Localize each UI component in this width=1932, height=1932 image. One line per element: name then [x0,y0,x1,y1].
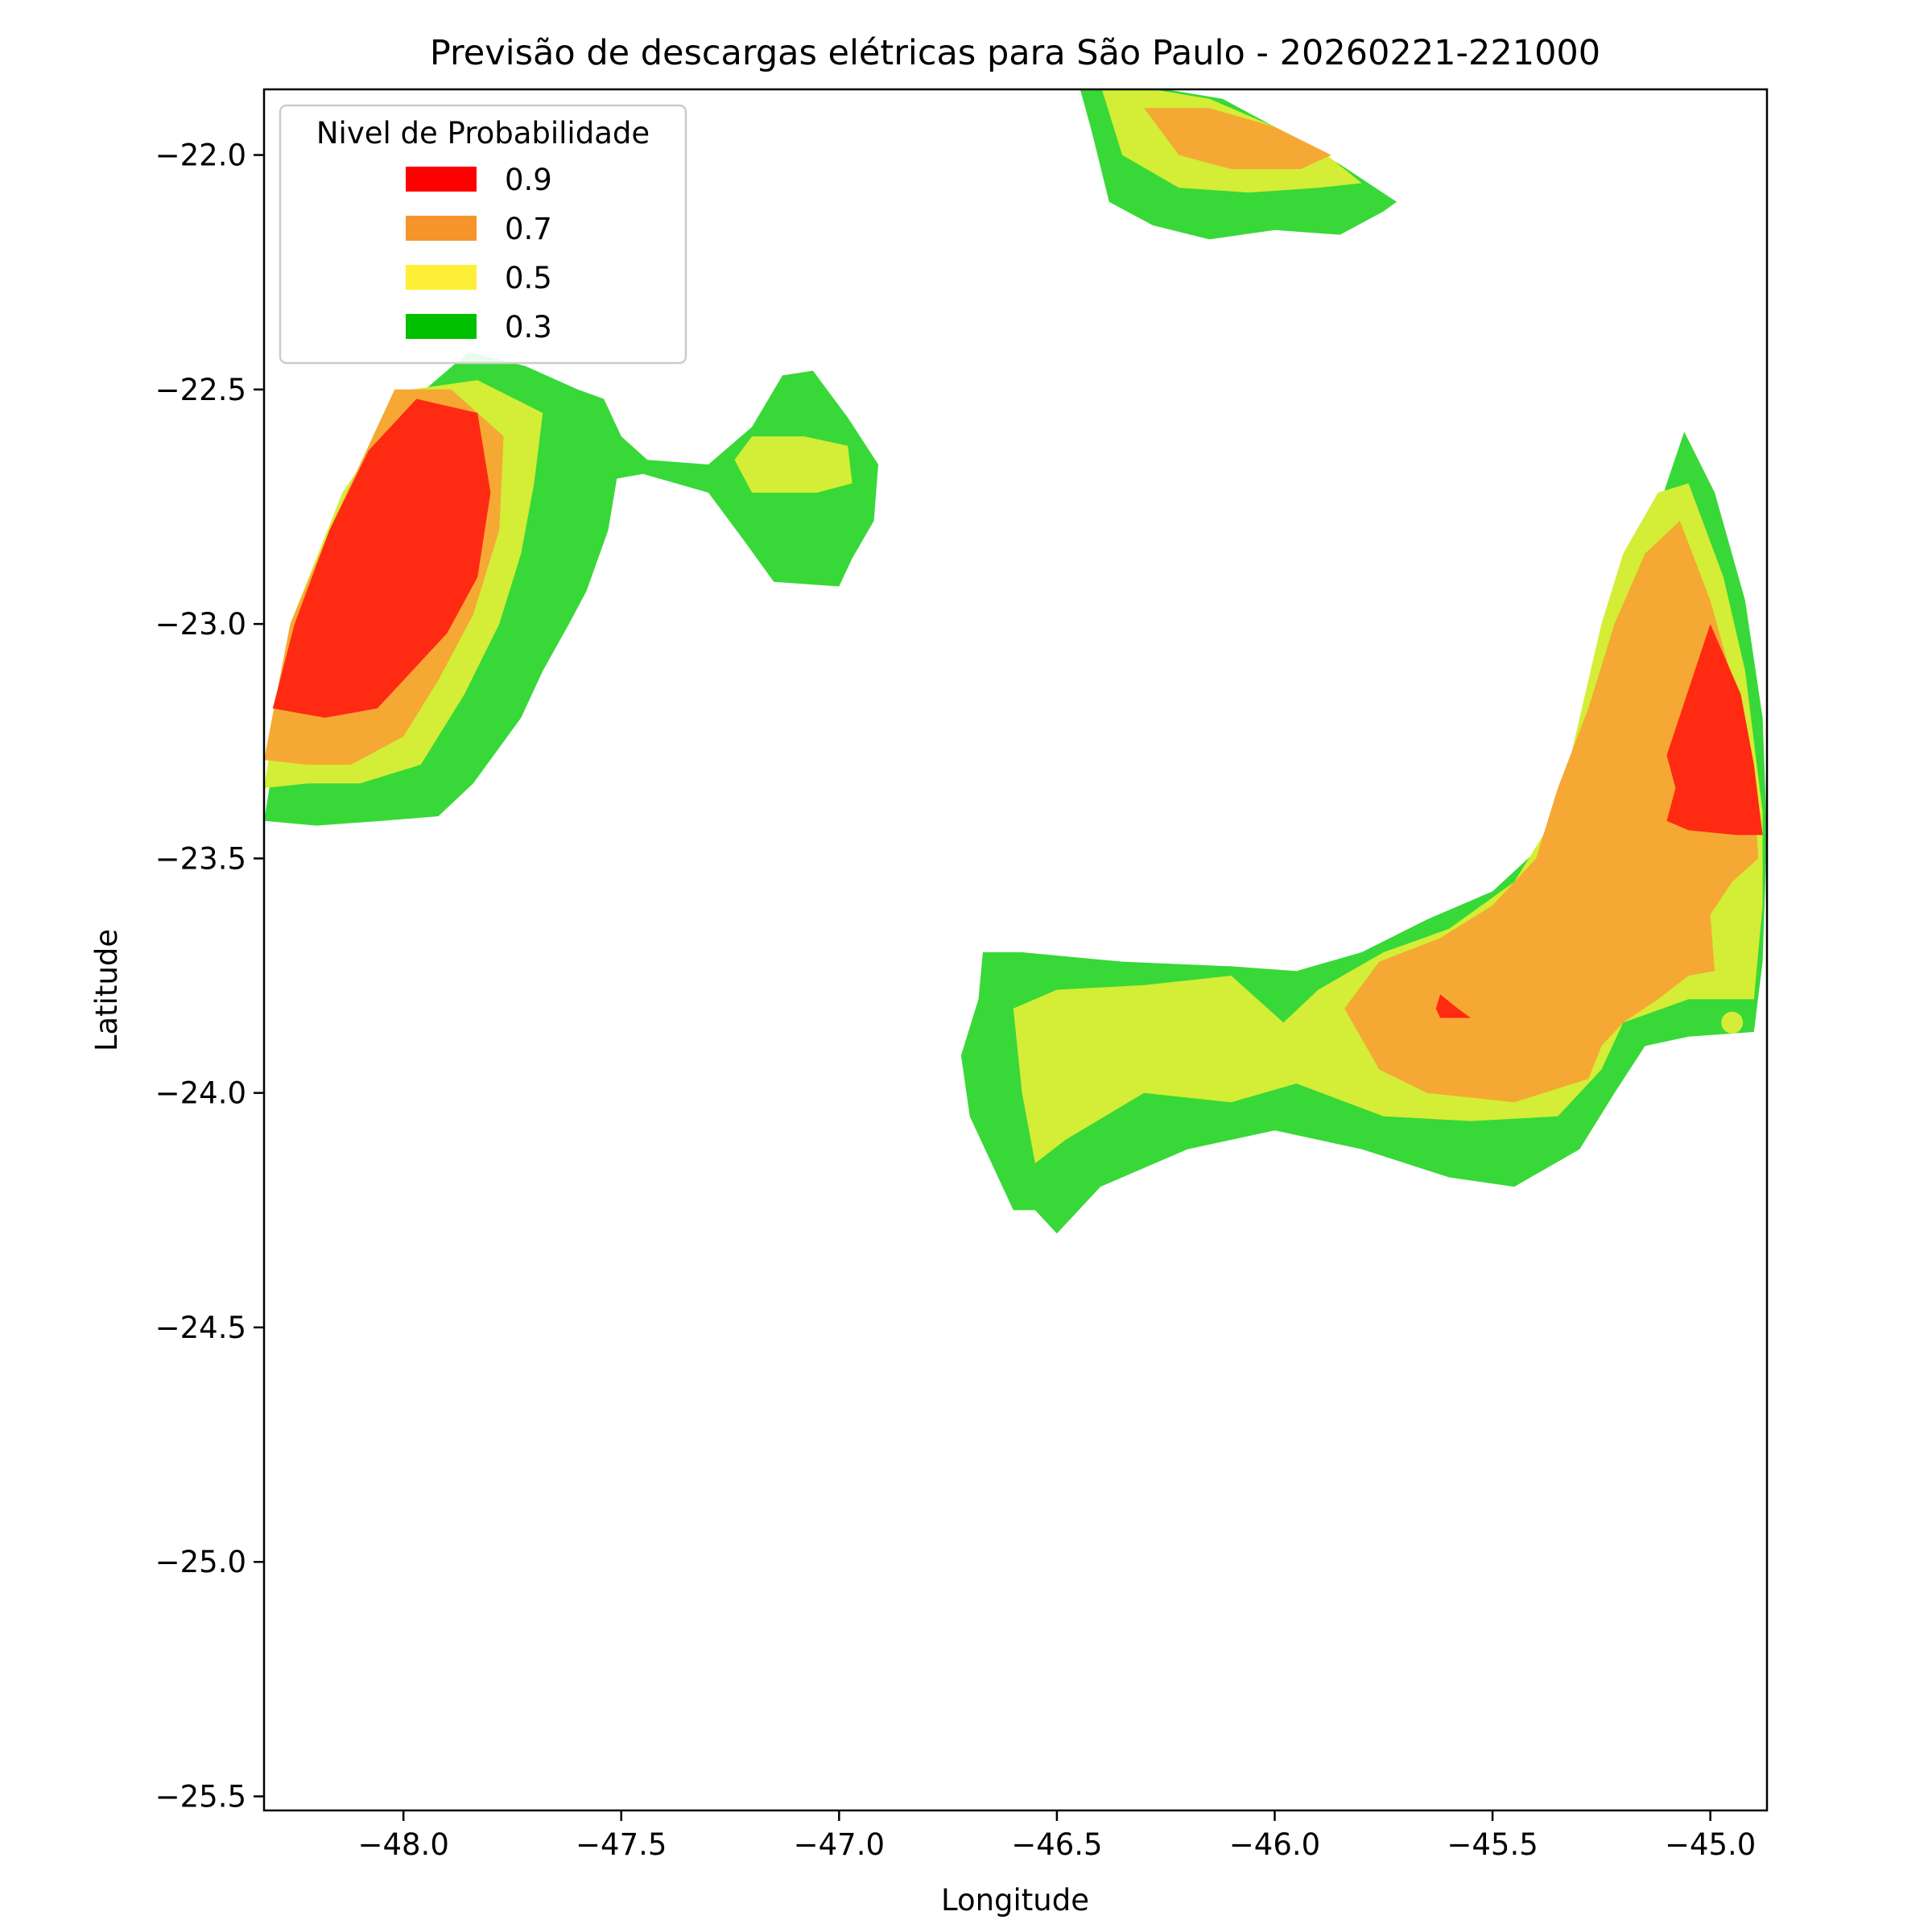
legend-box [279,104,687,365]
legend-swatch-05 [406,265,477,290]
x-axis-ticks: −48.0 −47.5 −47.0 −46.5 −46.0 −45.5 −45.0 [357,1810,1756,1862]
x-tick-label: −46.0 [1229,1827,1320,1862]
x-tick-label: −47.5 [576,1827,667,1862]
contour-region-07-10 [1344,521,1759,1103]
y-tick-label: −24.0 [155,1076,246,1111]
y-tick-label: −25.0 [155,1545,246,1579]
point-marker-1 [985,1030,1007,1053]
x-axis-label: Longitude [941,1883,1089,1918]
legend-swatch-03 [406,314,477,339]
legend-swatch-07 [406,216,477,241]
contour-region-09-12 [1435,994,1471,1018]
legend-label: 0.5 [505,261,552,295]
y-tick-label: −22.5 [155,373,246,407]
legend-label: 0.3 [505,310,552,345]
contour-region-05-4 [734,436,852,493]
y-axis-ticks: −22.0 −22.5 −23.0 −23.5 −24.0 −24.5 −25.0 −25.5 [155,138,264,1814]
contour-region-09-3 [272,398,491,718]
legend-label: 0.9 [505,163,552,197]
y-tick-label: −23.5 [155,841,246,876]
point-marker-2 [1546,1054,1569,1076]
contour-region-07-7 [1144,108,1331,169]
contour-regions [264,89,1767,1234]
y-tick-label: −25.5 [155,1780,246,1814]
legend: Nivel de Probabilidade 0.9 0.7 0.5 0.3 [279,104,687,365]
legend-title: Nivel de Probabilidade [316,116,650,151]
y-axis-label: Latitude [89,929,124,1051]
x-tick-label: −45.5 [1447,1827,1538,1862]
x-tick-label: −46.5 [1011,1827,1102,1862]
contour-region-09-11 [1666,624,1763,836]
chart-title: Previsão de descargas elétricas para São… [430,33,1600,73]
legend-swatch-09 [406,167,477,192]
point-markers [802,448,1744,1076]
point-marker-3 [1721,1011,1744,1034]
y-tick-label: −22.0 [155,138,246,173]
point-marker-0 [802,448,824,471]
plot-area-frame [262,88,1769,1812]
x-tick-label: −47.0 [794,1827,885,1862]
y-tick-label: −23.0 [155,607,246,642]
x-tick-label: −48.0 [357,1827,448,1862]
x-tick-label: −45.0 [1665,1827,1756,1862]
y-tick-label: −24.5 [155,1311,246,1345]
legend-label: 0.7 [505,212,552,246]
